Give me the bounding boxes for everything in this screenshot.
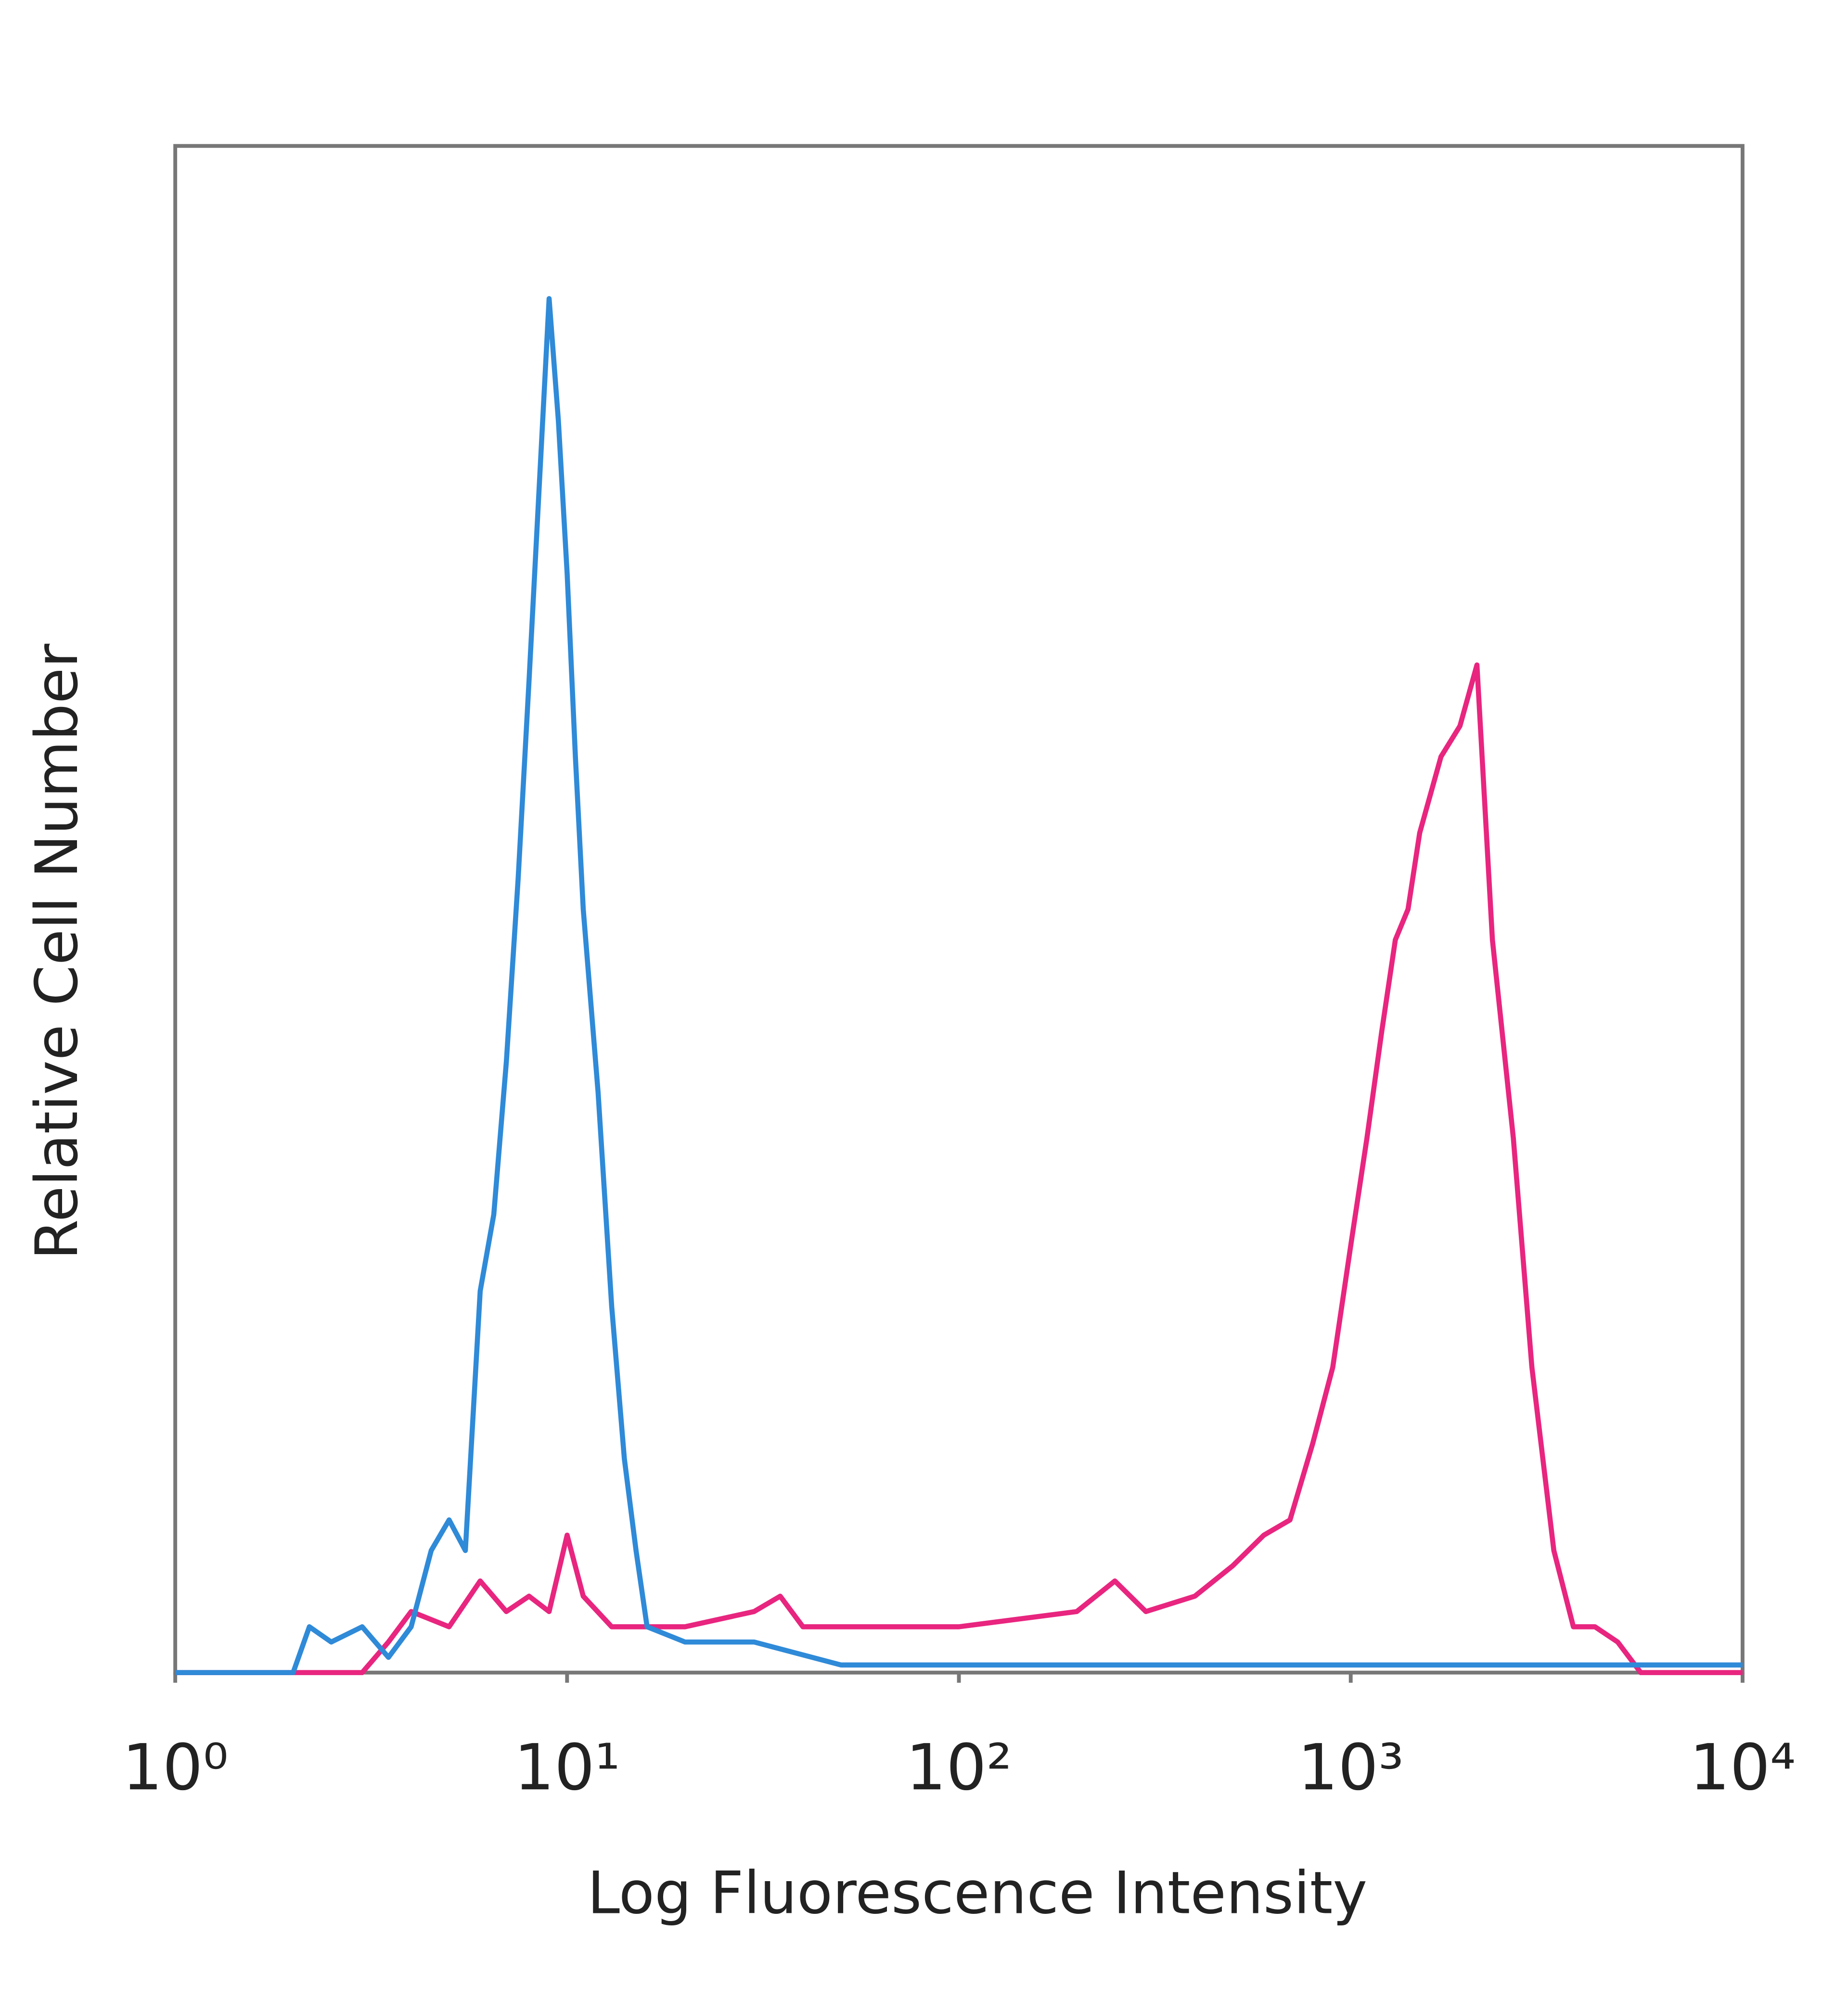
plot-frame [173,144,1745,1675]
histogram-line [175,662,1743,1675]
x-axis-label: Log Fluorescence Intensity [587,1859,1367,1927]
x-tick-label: 10⁴ [1690,1731,1796,1805]
x-tick-label: 10⁰ [122,1731,229,1805]
x-tick-label: 10³ [1297,1731,1404,1805]
y-axis-label: Relative Cell Number [23,644,91,1260]
histogram-line [175,296,1743,1675]
x-tick-label: 10² [906,1731,1012,1805]
x-tick-label: 10¹ [514,1731,620,1805]
